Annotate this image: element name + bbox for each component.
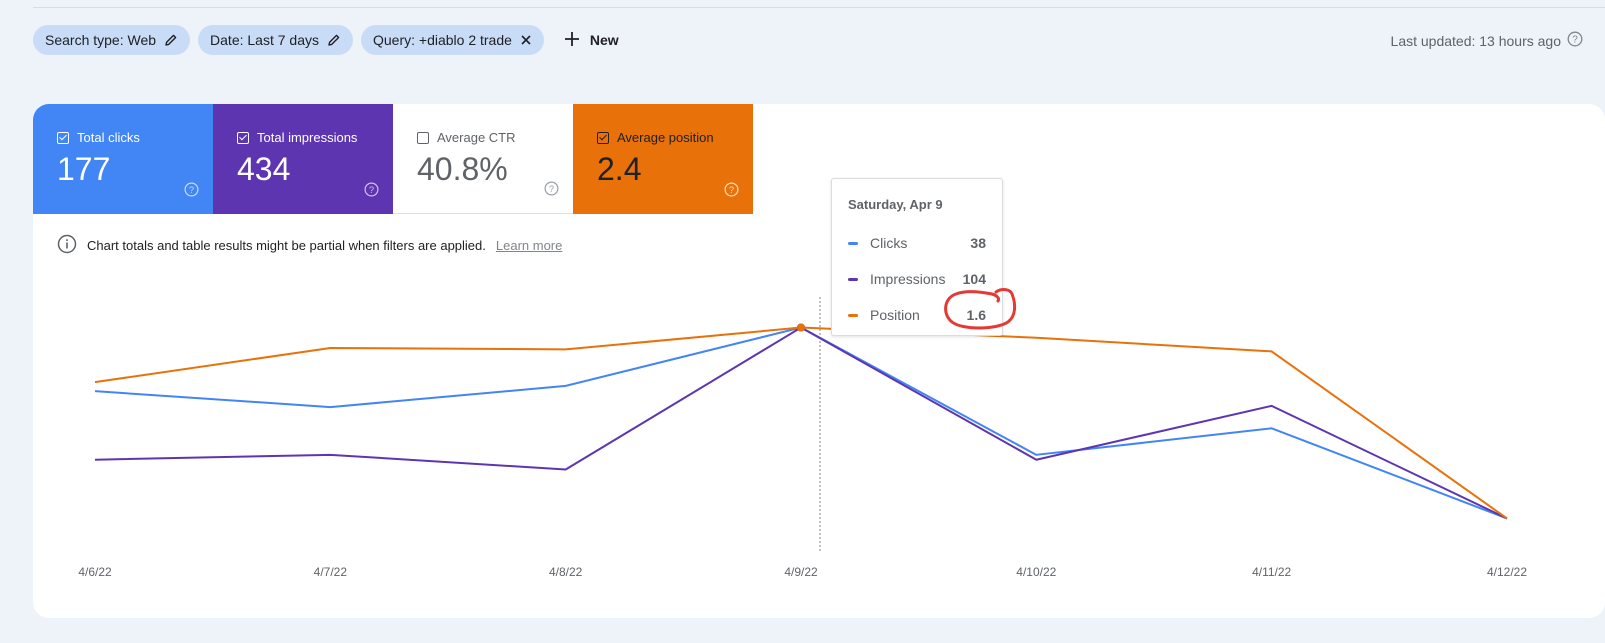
- x-tick-label: 4/12/22: [1487, 565, 1527, 579]
- top-divider: [33, 7, 1605, 8]
- help-icon[interactable]: ?: [364, 182, 379, 202]
- tooltip-row-impressions: Impressions 104: [848, 270, 986, 288]
- tooltip-row-position: Position 1.6: [848, 306, 986, 324]
- filter-chip-search-type[interactable]: Search type: Web: [33, 25, 191, 55]
- metric-value: 2.4: [597, 151, 642, 187]
- filter-chip-query[interactable]: Query: +diablo 2 trade: [360, 25, 544, 55]
- series-line-position: [94, 326, 1508, 520]
- help-icon[interactable]: ?: [184, 182, 199, 202]
- highlight-points-layer: [797, 323, 805, 332]
- svg-text:?: ?: [549, 184, 554, 194]
- x-axis-ticks: 4/6/22 4/7/22 4/8/22 4/9/22 4/10/22 4/11/22 4/…: [78, 565, 1527, 579]
- last-updated-text: Last updated: 13 hours ago: [1390, 32, 1561, 49]
- series-line-clicks: [94, 326, 1508, 520]
- x-tick-label: 4/11/22: [1252, 565, 1291, 579]
- metric-total-impressions[interactable]: Total impressions 434 ?: [213, 104, 393, 214]
- metric-value: 434: [237, 151, 291, 187]
- metric-label: Total clicks: [77, 130, 140, 145]
- red-annotation-circle: [944, 288, 1017, 330]
- x-tick-label: 4/6/22: [78, 565, 112, 579]
- x-tick-label: 4/7/22: [314, 565, 348, 579]
- series-swatch: [848, 241, 858, 245]
- close-icon[interactable]: [520, 34, 532, 46]
- performance-card: 4/6/22 4/7/22 4/8/22 4/9/22 4/10/22 4/11/22 4/…: [33, 104, 1605, 618]
- pencil-icon[interactable]: [164, 33, 178, 47]
- checkbox-checked-icon[interactable]: [597, 131, 609, 144]
- svg-text:?: ?: [1572, 35, 1578, 46]
- filter-chip-label: Query: +diablo 2 trade: [372, 32, 512, 48]
- tooltip-series-name: Impressions: [870, 271, 946, 287]
- tooltip-date: Saturday, Apr 9: [848, 197, 943, 212]
- checkbox-checked-icon[interactable]: [237, 131, 249, 144]
- tooltip-series-value: 38: [970, 235, 986, 251]
- new-filter-button[interactable]: New: [552, 25, 631, 55]
- x-tick-label: 4/10/22: [1016, 565, 1056, 579]
- metric-value: 40.8%: [417, 151, 508, 187]
- svg-text:?: ?: [369, 185, 374, 195]
- info-icon: [57, 234, 77, 257]
- tooltip-series-value: 1.6: [966, 307, 986, 323]
- metric-average-position[interactable]: Average position 2.4 ?: [573, 104, 753, 214]
- new-filter-label: New: [589, 32, 619, 48]
- checkbox-checked-icon[interactable]: [57, 131, 69, 144]
- partial-results-notice: Chart totals and table results might be …: [57, 234, 562, 257]
- filter-chip-date[interactable]: Date: Last 7 days: [198, 25, 353, 55]
- x-tick-label: 4/8/22: [549, 565, 583, 579]
- pencil-icon[interactable]: [327, 33, 341, 47]
- plus-icon: [564, 31, 580, 50]
- help-icon[interactable]: ?: [724, 182, 739, 202]
- performance-chart: 4/6/22 4/7/22 4/8/22 4/9/22 4/10/22 4/11/22 4/…: [78, 297, 1527, 579]
- notice-text: Chart totals and table results might be …: [87, 238, 486, 253]
- series-swatch: [848, 277, 858, 281]
- filter-chip-label: Search type: Web: [45, 32, 157, 48]
- tooltip-series-name: Position: [870, 307, 920, 323]
- metric-label: Total impressions: [257, 130, 358, 145]
- last-updated: Last updated: 13 hours ago ?: [1391, 31, 1583, 50]
- data-point-position: [797, 323, 805, 332]
- filter-chip-label: Date: Last 7 days: [210, 32, 319, 48]
- metric-total-clicks[interactable]: Total clicks 177 ?: [33, 104, 213, 214]
- help-icon[interactable]: ?: [1567, 31, 1583, 50]
- metric-value: 177: [57, 151, 111, 187]
- metric-label: Average position: [617, 130, 714, 145]
- tooltip-series-name: Clicks: [870, 235, 908, 251]
- tooltip-row-clicks: Clicks 38: [848, 234, 986, 252]
- help-icon[interactable]: ?: [544, 181, 559, 201]
- chart-tooltip: Saturday, Apr 9 Clicks 38 Impressions 10…: [831, 178, 1003, 336]
- series-swatch: [848, 313, 858, 317]
- x-tick-label: 4/9/22: [784, 565, 818, 579]
- metric-cards: Total clicks 177 ? Total impressions 434…: [33, 104, 753, 214]
- svg-text:?: ?: [729, 185, 734, 195]
- learn-more-link[interactable]: Learn more: [495, 238, 563, 253]
- series-line-impressions: [94, 326, 1508, 520]
- tooltip-series-value: 104: [962, 271, 986, 287]
- svg-text:?: ?: [189, 185, 194, 195]
- metric-label: Average CTR: [437, 130, 516, 145]
- series-layer: [94, 326, 1508, 520]
- checkbox-unchecked-icon[interactable]: [417, 131, 429, 144]
- filter-bar: Search type: Web Date: Last 7 days Query…: [33, 25, 631, 55]
- metric-average-ctr[interactable]: Average CTR 40.8% ?: [393, 104, 573, 214]
